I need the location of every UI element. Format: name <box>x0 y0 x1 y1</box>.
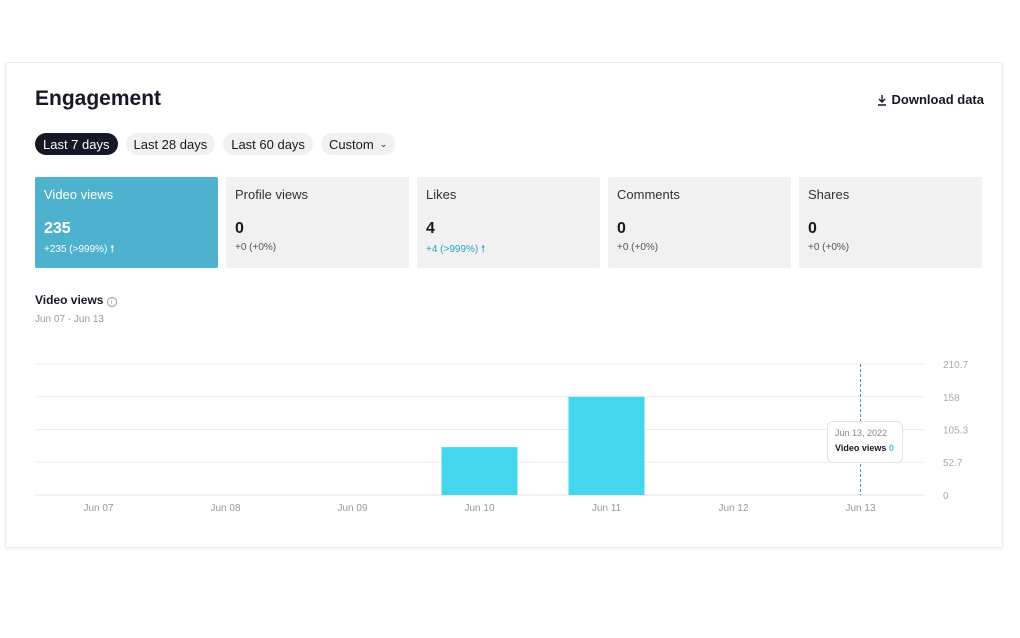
chart-tooltip: Jun 13, 2022 Video views 0 <box>827 421 903 463</box>
metric-shares[interactable]: Shares 0 +0 (+0%) <box>799 177 982 268</box>
date-range-tabs: Last 7 days Last 28 days Last 60 days Cu… <box>35 133 396 155</box>
tooltip-value-row: Video views 0 <box>835 443 894 453</box>
chart-title: Video views i <box>35 293 117 307</box>
metric-comments[interactable]: Comments 0 +0 (+0%) <box>608 177 791 268</box>
metric-label: Video views <box>44 187 114 202</box>
y-tick-label: 210.7 <box>943 360 968 371</box>
x-tick-label: Jun 10 <box>464 503 494 514</box>
metric-cards: Video views 235 +235 (>999%) 🠕 Profile vie… <box>35 177 982 268</box>
bar <box>441 447 518 495</box>
bar <box>568 396 645 495</box>
page-title: Engagement <box>35 87 162 110</box>
metric-label: Profile views <box>235 187 308 202</box>
metric-delta: +0 (+0%) <box>617 242 659 253</box>
x-tick-label: Jun 12 <box>718 503 748 514</box>
metric-delta: +235 (>999%) 🠕 <box>44 244 115 255</box>
download-icon <box>877 94 886 106</box>
metric-value: 235 <box>44 220 71 237</box>
metric-delta: +4 (>999%) 🠕 <box>426 244 486 255</box>
metric-value: 4 <box>426 220 435 237</box>
metric-value: 0 <box>808 220 817 237</box>
metric-delta: +0 (+0%) <box>808 242 850 253</box>
chart-date-range: Jun 07 - Jun 13 <box>35 314 104 325</box>
arrow-up-icon: 🠕 <box>110 244 115 255</box>
arrow-up-icon: 🠕 <box>481 244 486 255</box>
y-tick-label: 0 <box>943 491 949 502</box>
y-tick-label: 105.3 <box>943 426 968 437</box>
metric-value: 0 <box>617 220 626 237</box>
chevron-down-icon: ⌄ <box>379 138 388 149</box>
download-label: Download data <box>891 92 984 107</box>
metric-video-views[interactable]: Video views 235 +235 (>999%) 🠕 <box>35 177 218 268</box>
video-views-chart: 0 52.7 105.3 158 210.7 Jun 07 Jun 08 Jun 09 Jun … <box>35 360 968 514</box>
metric-delta: +0 (+0%) <box>235 242 277 253</box>
metric-likes[interactable]: Likes 4 +4 (>999%) 🠕 <box>417 177 600 268</box>
range-last-60-days[interactable]: Last 60 days <box>223 133 313 155</box>
metric-label: Comments <box>617 187 680 202</box>
x-tick-label: Jun 08 <box>210 503 240 514</box>
y-tick-label: 52.7 <box>943 458 963 469</box>
metric-value: 0 <box>235 220 244 237</box>
tooltip-date: Jun 13, 2022 <box>835 428 888 438</box>
y-tick-label: 158 <box>943 393 960 404</box>
range-custom-label: Custom <box>328 136 374 152</box>
metric-label: Shares <box>808 187 850 202</box>
x-tick-label: Jun 07 <box>83 503 113 514</box>
range-last-7-days[interactable]: Last 7 days <box>35 133 118 155</box>
download-data-button[interactable]: Download data <box>876 92 984 107</box>
x-tick-label: Jun 13 <box>845 503 875 514</box>
range-last-28-days[interactable]: Last 28 days <box>125 133 216 155</box>
metric-profile-views[interactable]: Profile views 0 +0 (+0%) <box>226 177 409 268</box>
x-tick-label: Jun 11 <box>592 503 622 514</box>
engagement-card: Engagement Download data Last 7 days Las… <box>5 62 1003 548</box>
metric-label: Likes <box>426 187 457 202</box>
info-icon[interactable]: i <box>106 297 117 307</box>
x-tick-label: Jun 09 <box>337 503 367 514</box>
range-custom[interactable]: Custom ⌄ <box>320 133 396 155</box>
